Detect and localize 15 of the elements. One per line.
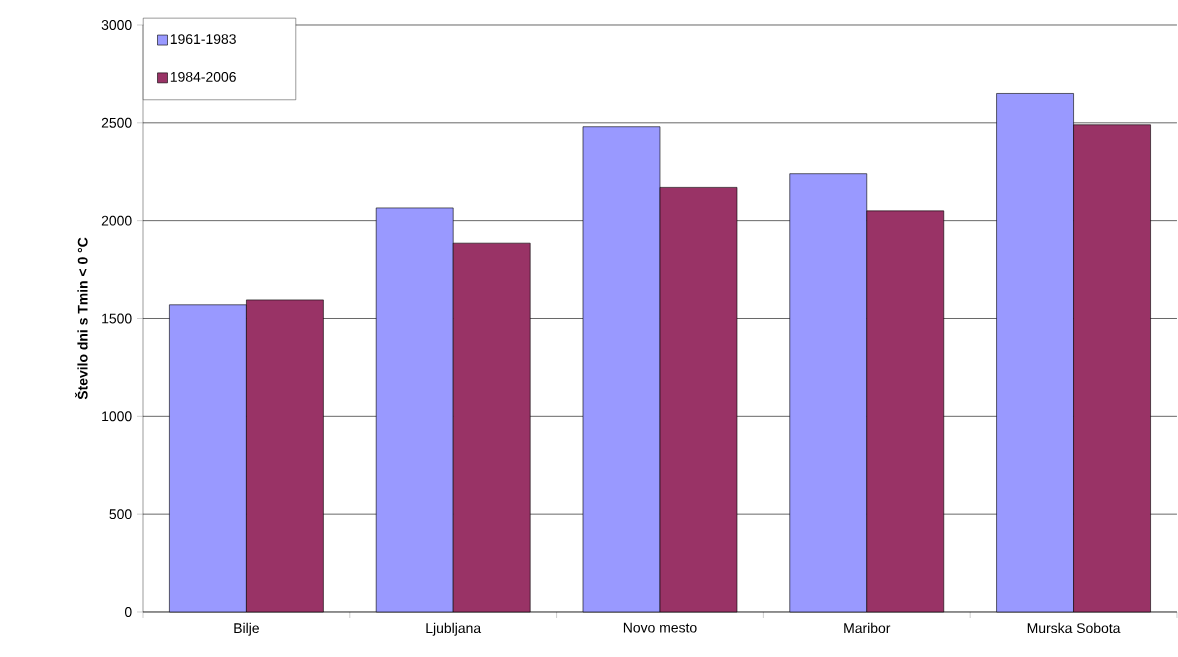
y-tick-label: 3000 — [101, 20, 132, 30]
y-tick-label: 1500 — [102, 313, 132, 324]
y-tick-label: 1000 — [102, 411, 132, 422]
y-tick-label: 2500 — [101, 117, 132, 128]
x-tick-label: Ljubljana — [426, 622, 482, 636]
y-tick-label: 500 — [109, 509, 132, 520]
x-tick-label: Novo mesto — [623, 622, 697, 633]
y-tick-label: 0 — [124, 607, 132, 617]
x-tick-label: Maribor — [844, 622, 891, 634]
y-tick-label: 2000 — [101, 215, 132, 226]
x-tick-label: Murska Sobota — [1027, 622, 1121, 634]
legend-label: 1961-1983 — [170, 34, 236, 45]
legend-label: 1984-2006 — [170, 71, 236, 82]
x-tick-label: Bilje — [234, 622, 259, 636]
y-axis-title: Število dni s Tmin < 0 °C — [75, 237, 88, 400]
